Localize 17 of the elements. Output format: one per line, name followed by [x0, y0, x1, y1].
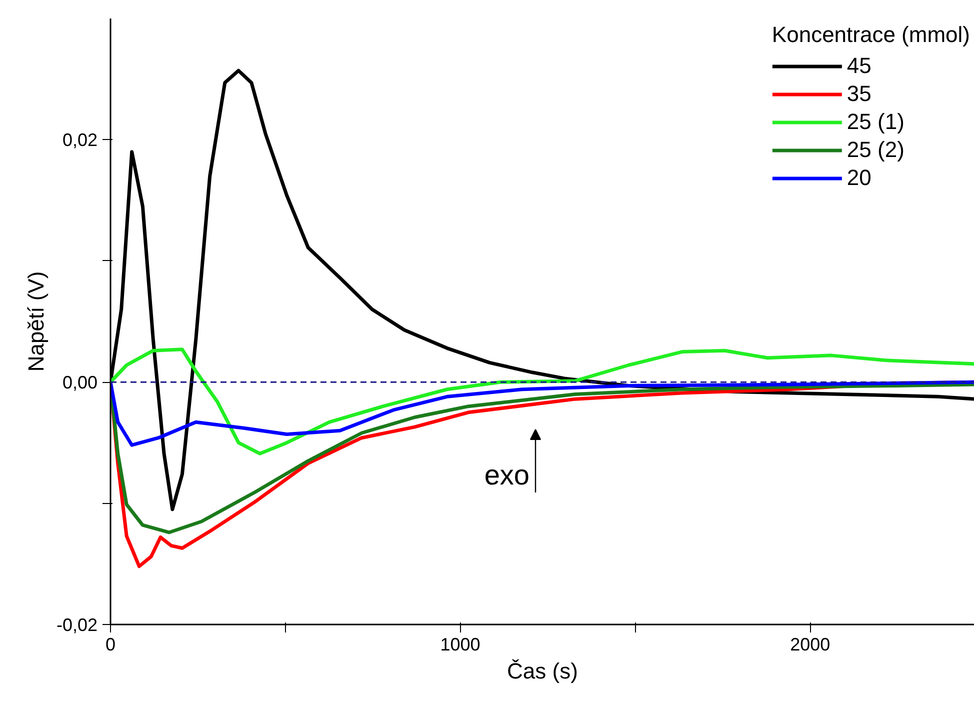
legend-title: Koncentrace (mmol): [772, 22, 970, 48]
annotation: exo: [484, 460, 530, 490]
line-series: [110, 348, 974, 456]
legend-label: 25 (2): [846, 137, 904, 163]
legend-label: 45: [846, 53, 872, 79]
legend-label: 25 (1): [846, 109, 904, 135]
legend-label: 35: [846, 81, 872, 107]
y-tick-label: -0,02: [56, 615, 98, 635]
x-tick-label: 1000: [440, 634, 480, 654]
x-tick-label: 2000: [790, 634, 830, 654]
x-tick-label: 0: [105, 634, 116, 654]
y-axis-title: Napětí (V): [23, 271, 48, 372]
y-tick-label: 0,02: [62, 130, 98, 150]
x-axis-title: Čas (s): [507, 658, 578, 684]
y-tick-label: 0,00: [62, 372, 98, 393]
line-series: [110, 380, 974, 447]
legend-label: 20: [846, 165, 872, 191]
